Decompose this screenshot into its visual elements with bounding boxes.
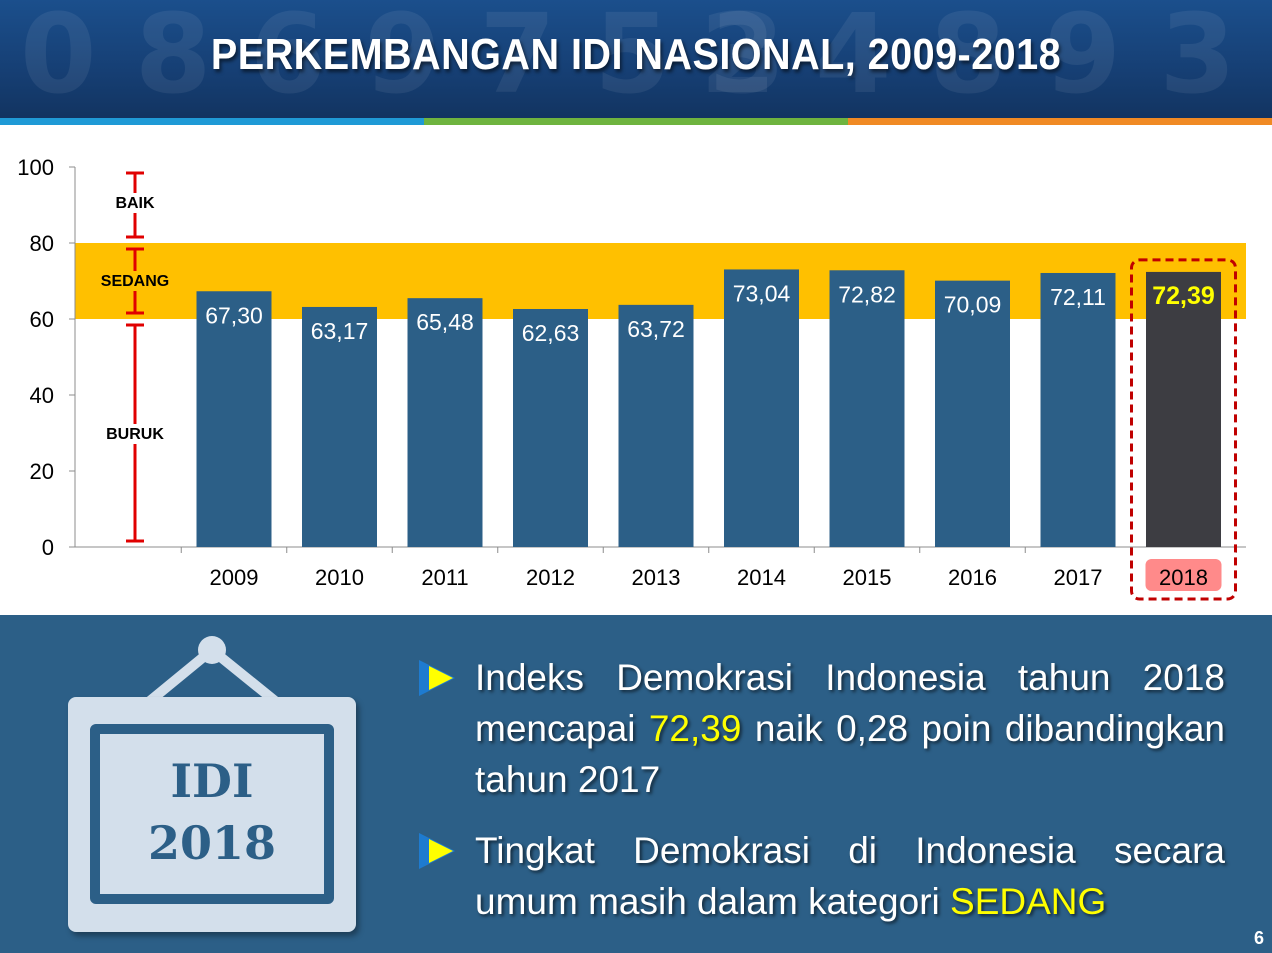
bar-2018 bbox=[1146, 271, 1221, 547]
data-label-2010: 63,17 bbox=[311, 318, 369, 344]
band-label-buruk: BURUK bbox=[106, 426, 164, 443]
bar-2010 bbox=[302, 306, 377, 547]
data-label-2011: 65,48 bbox=[416, 309, 474, 335]
chart-svg: 0 20 40 60 80 100 BAIK SEDANG BURUK 67,30 2009 63,1… bbox=[17, 155, 1246, 601]
x-tick-label-2010: 2010 bbox=[315, 565, 364, 590]
data-label-2014: 73,04 bbox=[733, 280, 791, 306]
data-label-2013: 63,72 bbox=[627, 316, 685, 342]
y-tick-label: 20 bbox=[30, 459, 54, 484]
x-tick-label-2014: 2014 bbox=[737, 565, 786, 590]
band-label-sedang: SEDANG bbox=[101, 273, 169, 290]
bar-2011 bbox=[407, 298, 483, 547]
bar-2017 bbox=[1040, 272, 1116, 547]
frame-inner: IDI 2018 bbox=[90, 724, 334, 904]
x-tick-label-2012: 2012 bbox=[526, 565, 575, 590]
page-number: 6 bbox=[1253, 928, 1264, 948]
band-label-bg bbox=[98, 271, 172, 291]
header-stripe-blue bbox=[0, 118, 424, 125]
bar-2012 bbox=[513, 309, 588, 547]
x-tick-label-2009: 2009 bbox=[210, 565, 259, 590]
summary-panel: IDI 2018 Indeks Demokrasi Indonesia tahu… bbox=[0, 615, 1272, 953]
data-label-2018: 72,39 bbox=[1152, 282, 1215, 310]
bar-2016 bbox=[935, 280, 1010, 547]
data-label-2012: 62,63 bbox=[522, 320, 580, 346]
y-tick-label: 60 bbox=[30, 307, 54, 332]
bullet-2-highlight: SEDANG bbox=[950, 881, 1107, 922]
band-label-bg bbox=[109, 193, 161, 213]
x-tick-label-2018: 2018 bbox=[1159, 565, 1208, 590]
arrow-bullet-icon bbox=[419, 833, 455, 869]
y-tick-label: 80 bbox=[30, 231, 54, 256]
y-tick-label: 40 bbox=[30, 383, 54, 408]
decorative-numbers-right: 2 4 8 9 3 bbox=[700, 0, 1236, 118]
bullet-1-pre: Indeks Demokrasi Indonesia tahun 2018 me… bbox=[475, 657, 1225, 749]
bullet-2-text: Tingkat Demokrasi di Indonesia secara um… bbox=[475, 825, 1225, 927]
idi-bar-chart: 0 20 40 60 80 100 BAIK SEDANG BURUK 67,30 2009 63,1… bbox=[0, 125, 1272, 615]
bar-2014 bbox=[724, 269, 799, 547]
header-stripe-orange bbox=[848, 118, 1272, 125]
page-title: PERKEMBANGAN IDI NASIONAL, 2009-2018 bbox=[210, 30, 1062, 79]
decorative-numbers: 0 8 6 9 7 5 3 bbox=[20, 0, 786, 118]
band-label-baik: BAIK bbox=[115, 195, 155, 212]
x-tick-label-2017: 2017 bbox=[1054, 565, 1103, 590]
idi-frame-sign: IDI 2018 bbox=[68, 697, 356, 932]
x-tick-label-2011: 2011 bbox=[421, 565, 468, 590]
header-banner: 0 8 6 9 7 5 3 2 4 8 9 3 PERKEMBANGAN IDI… bbox=[0, 0, 1272, 118]
frame-line-1: IDI bbox=[170, 754, 254, 808]
bullet-1-text: Indeks Demokrasi Indonesia tahun 2018 me… bbox=[475, 652, 1225, 805]
data-label-2015: 72,82 bbox=[838, 281, 896, 307]
x-tick-label-2015: 2015 bbox=[843, 565, 892, 590]
y-tick-label: 0 bbox=[42, 535, 54, 560]
frame-hanger bbox=[141, 636, 284, 709]
frame-line-2: 2018 bbox=[147, 816, 277, 870]
data-label-2017: 72,11 bbox=[1050, 284, 1106, 310]
bar-2009 bbox=[196, 291, 272, 547]
highlight-box-2018 bbox=[1130, 258, 1237, 601]
highlight-tick-bg bbox=[1145, 559, 1222, 591]
header-stripe-green bbox=[424, 118, 848, 125]
y-tick-label: 100 bbox=[17, 155, 54, 180]
bullet-1-post: naik 0,28 poin dibandingkan tahun 2017 bbox=[475, 708, 1225, 800]
bar-2015 bbox=[829, 270, 905, 547]
bullet-2-pre: Tingkat Demokrasi di Indonesia secara um… bbox=[475, 830, 1225, 922]
bullet-1-highlight: 72,39 bbox=[648, 708, 742, 749]
bar-2013 bbox=[618, 304, 694, 547]
band-label-bg bbox=[103, 424, 167, 444]
data-label-2009: 67,30 bbox=[205, 302, 263, 328]
arrow-bullet-icon bbox=[419, 660, 455, 696]
x-tick-label-2016: 2016 bbox=[948, 565, 997, 590]
data-label-2016: 70,09 bbox=[944, 292, 1002, 318]
x-tick-label-2013: 2013 bbox=[632, 565, 681, 590]
